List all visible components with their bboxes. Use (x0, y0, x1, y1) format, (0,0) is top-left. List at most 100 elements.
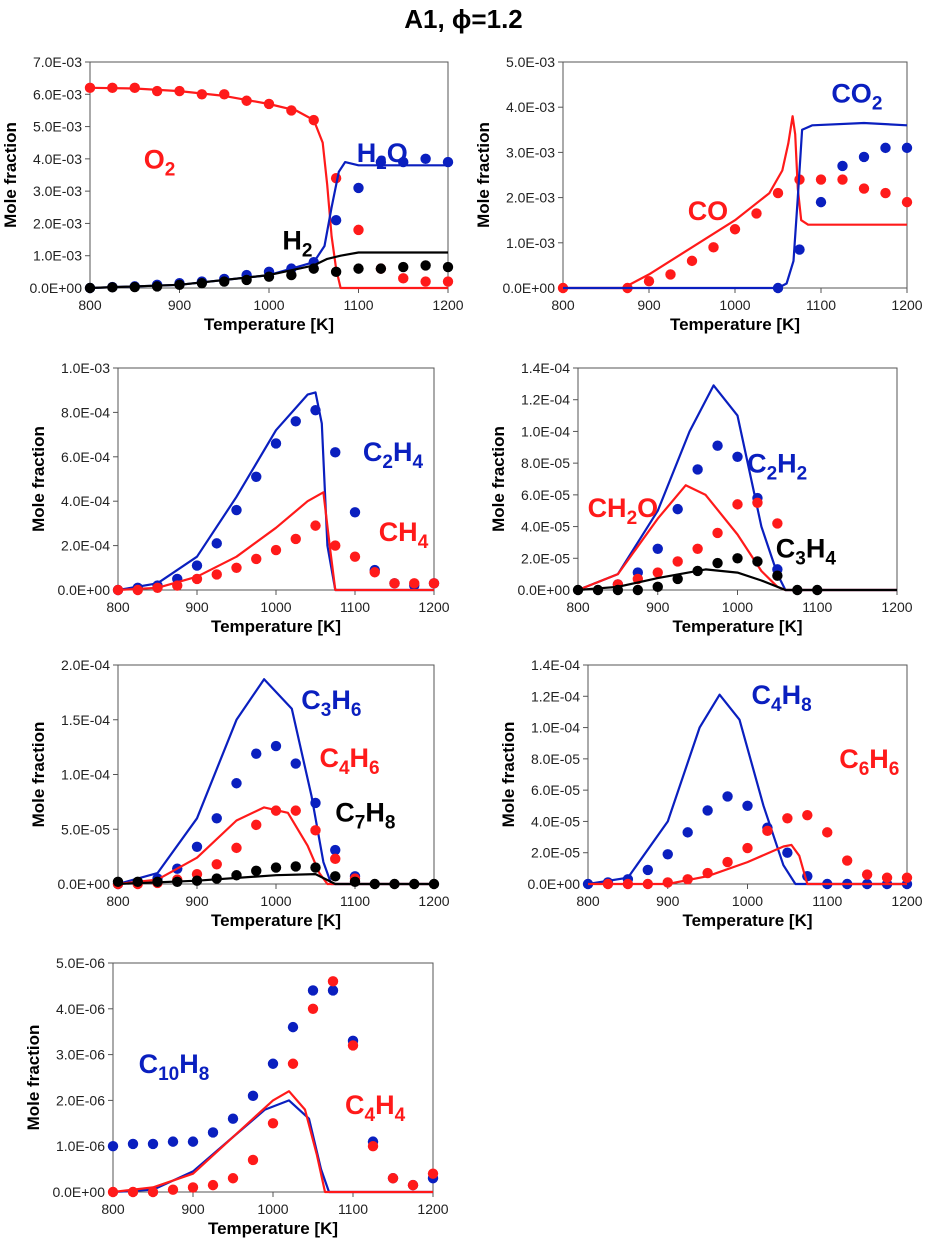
c7h8-exp-point (211, 873, 222, 884)
c3h6-exp-point (231, 778, 242, 789)
h2-exp-point (241, 274, 252, 286)
o2-exp-point (174, 85, 185, 97)
figure-title: A1, ϕ=1.2 (404, 4, 523, 34)
y-tick-label: 4.0E-05 (531, 813, 580, 829)
species-label-c2h2: C2H2 (747, 449, 807, 485)
x-axis-title: Temperature [K] (208, 1219, 338, 1238)
y-tick-label: 2.0E-04 (61, 657, 110, 673)
h2o-exp-point (330, 215, 342, 226)
species-label-h2o: H2O (357, 138, 408, 174)
c4h4-model-line (112, 1090, 433, 1194)
c3h4-exp-point (812, 584, 823, 596)
h2o-exp-point (398, 156, 409, 168)
ch2o-exp-point (712, 527, 723, 539)
c7h8-exp-point (369, 878, 380, 890)
species-label-c4h8: C4H8 (751, 680, 811, 716)
c6h6-exp-point (762, 825, 773, 837)
c6h6-exp-point (682, 874, 693, 885)
x-tick-label: 800 (551, 297, 575, 313)
co-exp-point (665, 269, 676, 280)
species-label-ch2o: CH2O (588, 493, 659, 529)
c4h4-exp-point (207, 1179, 219, 1191)
ch4-exp-point (132, 584, 143, 596)
chart-c10h8-c4h4: 0.0E+00 1.0E-06 2.0E-06 3.0E-06 4.0E-06 5.0E-… (24, 955, 449, 1238)
c4h4-exp-point (167, 1184, 179, 1195)
chart-c4h8-c6h6: 0.0E+00 2.0E-05 4.0E-05 6.0E-05 8.0E-05 1.0E-… (499, 657, 923, 930)
c3h4-exp-point (732, 553, 743, 564)
x-tick-label: 900 (181, 1201, 205, 1217)
y-axis-title: Mole fraction (1, 122, 20, 228)
y-tick-label: 1.0E-03 (33, 248, 82, 264)
c3h4-exp-point (772, 570, 783, 581)
c6h6-exp-point (782, 813, 793, 824)
c10h8-exp-point (147, 1138, 159, 1150)
y-tick-label: 1.0E-03 (61, 360, 110, 376)
c2h2-model-line (577, 384, 897, 592)
co-exp-point (643, 276, 655, 287)
ch4-exp-point (428, 578, 440, 589)
o2-exp-point (196, 89, 208, 100)
h2-exp-point (196, 277, 208, 289)
chart-c2h4-ch4: 0.0E+00 2.0E-04 4.0E-04 6.0E-04 8.0E-04 1.0E-… (29, 360, 450, 636)
c4h6-exp-point (211, 859, 222, 870)
y-tick-label: 6.0E-04 (61, 449, 110, 465)
x-tick-label: 1100 (806, 297, 836, 313)
c7h8-exp-point (231, 870, 242, 881)
o2-exp-point (353, 224, 364, 236)
c4h6-exp-point (310, 825, 321, 836)
species-label-c10h8: C10H8 (139, 1049, 210, 1085)
ch4-exp-point (270, 544, 282, 556)
species-label-o2: O2 (144, 145, 176, 181)
x-tick-label: 1200 (417, 1201, 448, 1217)
species-label-c4h6: C4H6 (319, 743, 379, 779)
c6h6-exp-point (702, 867, 713, 879)
h2-exp-point (308, 263, 319, 274)
c7h8-exp-point (349, 876, 361, 888)
y-tick-label: 1.0E-04 (61, 767, 110, 783)
h2-exp-point (420, 260, 431, 271)
h2o-exp-point (353, 182, 364, 194)
y-tick-label: 4.0E-03 (33, 151, 82, 167)
c3h4-exp-point (652, 581, 663, 593)
chart-o2-h2o-h2: 0.0E+00 1.0E-03 2.0E-03 3.0E-03 4.0E-03 5.0E-… (1, 54, 464, 334)
c6h6-exp-point (822, 827, 833, 838)
c4h6-exp-point (330, 853, 341, 865)
c4h8-exp-point (722, 791, 733, 802)
h2o-exp-point (442, 156, 454, 168)
y-tick-label: 3.0E-03 (33, 183, 82, 199)
x-tick-label: 1000 (260, 893, 291, 909)
co2-exp-point (901, 142, 913, 154)
plot-frame (117, 367, 435, 591)
h2-exp-point (151, 281, 163, 292)
h2-exp-point (107, 282, 118, 293)
y-tick-label: 1.0E-04 (521, 423, 570, 439)
c7h8-exp-point (112, 876, 124, 888)
y-tick-label: 3.0E-03 (506, 144, 555, 160)
co-exp-point (858, 183, 870, 194)
chart-c2h2-ch2o-c3h4: 0.0E+00 2.0E-05 4.0E-05 6.0E-05 8.0E-05 1.0E-… (489, 360, 913, 636)
x-axis-title: Temperature [K] (682, 911, 812, 930)
x-tick-label: 1100 (343, 297, 373, 313)
c3h6-exp-point (310, 797, 321, 809)
co2-exp-point (815, 196, 827, 208)
x-axis-title: Temperature [K] (211, 911, 341, 930)
c6h6-exp-point (802, 809, 813, 821)
h2o-exp-point (420, 153, 431, 165)
species-label-c3h6: C3H6 (301, 685, 361, 721)
c2h2-exp-point (652, 543, 663, 554)
h2-exp-point (129, 281, 140, 293)
x-tick-label: 1100 (802, 599, 832, 615)
x-tick-label: 1000 (722, 599, 753, 615)
y-tick-label: 5.0E-03 (506, 54, 555, 70)
c3h6-exp-point (270, 740, 282, 752)
y-axis-title: Mole fraction (489, 426, 508, 532)
y-tick-label: 4.0E-03 (506, 99, 555, 115)
o2-exp-point (398, 273, 409, 284)
c2h4-exp-point (290, 416, 301, 427)
c4h8-exp-point (742, 800, 753, 811)
h2-exp-point (398, 261, 409, 273)
y-tick-label: 1.4E-04 (531, 657, 580, 673)
co2-exp-point (880, 142, 891, 154)
c2h4-exp-point (211, 538, 222, 549)
x-tick-label: 800 (106, 599, 130, 615)
